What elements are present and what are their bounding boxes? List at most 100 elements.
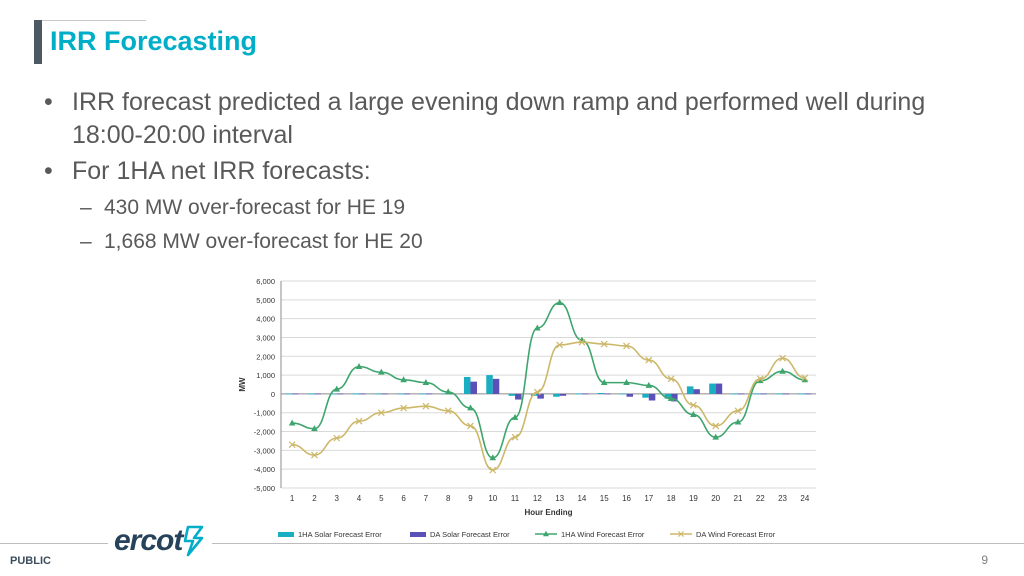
x-tick-label: 10	[488, 494, 497, 503]
bar-solar-1ha-1	[285, 393, 293, 395]
point-wind-da-19	[689, 401, 697, 409]
point-wind-da-20	[712, 422, 720, 430]
bar-layer	[285, 375, 812, 402]
x-tick-label: 2	[312, 494, 317, 503]
forecast-error-chart: 6,000 5,000 4,000 3,000 2,000 1,000 0 -1,000 -2,…	[238, 277, 816, 539]
bar-solar-da-23	[782, 393, 790, 395]
bar-solar-da-20	[715, 383, 723, 394]
point-wind-da-7	[422, 402, 430, 410]
slide-title: IRR Forecasting	[50, 26, 258, 56]
bar-solar-1ha-23	[776, 393, 783, 395]
point-wind-da-3	[333, 434, 341, 442]
point-wind-1ha-17	[645, 381, 653, 388]
bar-solar-1ha-18	[664, 393, 672, 399]
x-tick-label: 13	[555, 494, 564, 503]
footer-rule	[0, 543, 1024, 544]
bar-solar-1ha-12	[530, 393, 538, 396]
point-wind-1ha-24	[801, 376, 809, 383]
classification-label: PUBLIC	[10, 555, 51, 567]
bar-solar-1ha-9	[463, 376, 471, 394]
bar-solar-da-14	[581, 393, 589, 395]
grid-layer	[281, 280, 816, 489]
x-tick-label: 23	[778, 494, 787, 503]
point-wind-1ha-5	[378, 368, 385, 375]
bar-solar-1ha-20	[709, 383, 716, 394]
bar-solar-1ha-7	[419, 393, 426, 395]
x-tick-label: 8	[446, 494, 451, 503]
point-wind-1ha-6	[400, 376, 407, 383]
x-tick-label: 14	[577, 494, 586, 503]
point-wind-da-12	[533, 388, 541, 396]
x-tick-label: 11	[511, 494, 520, 503]
point-wind-da-11	[511, 433, 519, 441]
bar-solar-da-11	[515, 393, 522, 400]
point-wind-1ha-13	[556, 299, 563, 306]
point-wind-1ha-11	[511, 413, 519, 420]
bar-solar-1ha-3	[330, 393, 337, 395]
point-wind-da-1	[288, 441, 296, 449]
point-wind-1ha-8	[444, 388, 452, 395]
point-wind-1ha-20	[712, 433, 719, 440]
bar-solar-1ha-5	[374, 393, 382, 395]
x-tick-label: 20	[711, 494, 720, 503]
point-wind-1ha-2	[311, 425, 318, 432]
point-wind-da-4	[355, 417, 363, 425]
x-tick-label: 22	[756, 494, 765, 503]
y-tick-label: 6,000	[256, 277, 275, 286]
bullet-2: For 1HA net IRR forecasts:	[40, 155, 1000, 188]
bar-solar-da-2	[314, 393, 321, 395]
legend-label-1ha-wind-forecast-error: 1HA Wind Forecast Error	[561, 530, 645, 539]
legend-swatch-da-solar-forecast-error	[410, 532, 426, 537]
x-tick-label: 6	[401, 494, 406, 503]
ercot-logo: ercot	[108, 524, 213, 558]
point-wind-1ha-22	[756, 377, 764, 384]
point-wind-1ha-1	[288, 419, 296, 426]
point-wind-da-24	[801, 374, 809, 382]
legend-layer: 1HA Solar Forecast Error DA Solar Forecas…	[278, 530, 776, 539]
y-tick-label: -1,000	[254, 409, 275, 418]
sub-bullet-2: 1,668 MW over-forecast for HE 20	[40, 225, 1000, 259]
legend-swatch-1ha-solar-forecast-error	[278, 532, 294, 537]
bar-solar-1ha-21	[731, 393, 738, 395]
legend-marker-da-wind-forecast-error	[678, 531, 684, 537]
bar-solar-da-8	[448, 393, 455, 395]
point-wind-1ha-21	[734, 418, 742, 425]
bar-solar-da-19	[693, 389, 700, 394]
point-wind-da-10	[489, 466, 497, 474]
y-tick-label: 1,000	[256, 371, 275, 380]
y-tick-label: -3,000	[254, 446, 275, 455]
bar-solar-da-24	[804, 393, 812, 395]
bar-solar-1ha-16	[620, 393, 627, 395]
ercot-mark-icon	[184, 525, 204, 557]
point-wind-1ha-16	[623, 379, 630, 386]
point-wind-1ha-15	[600, 379, 608, 386]
x-tick-label: 21	[734, 494, 743, 503]
x-tick-label: 3	[335, 494, 340, 503]
point-wind-da-23	[779, 354, 786, 362]
point-wind-da-22	[756, 375, 764, 383]
x-tick-label: 4	[357, 494, 362, 503]
point-wind-da-8	[444, 407, 452, 415]
line-wind-da	[292, 341, 806, 471]
bar-solar-1ha-2	[307, 393, 315, 395]
logo-text: ercot	[114, 524, 183, 557]
y-tick-label: 4,000	[256, 315, 275, 324]
x-tick-label: 17	[644, 494, 653, 503]
bar-solar-da-12	[537, 393, 544, 399]
bar-solar-1ha-24	[798, 393, 805, 395]
x-tick-label: 24	[800, 494, 809, 503]
bar-solar-1ha-10	[486, 375, 493, 394]
point-wind-da-16	[623, 342, 630, 350]
bar-solar-da-6	[403, 393, 411, 395]
y-tick-label: -5,000	[254, 484, 275, 493]
legend-marker-1ha-wind-forecast-error	[543, 530, 549, 537]
bar-solar-1ha-4	[352, 393, 360, 395]
point-wind-1ha-23	[779, 367, 786, 374]
bar-solar-da-16	[626, 393, 634, 397]
bar-solar-da-10	[492, 378, 500, 394]
title-accent-bar	[34, 20, 42, 64]
y-axis-label: MW	[238, 377, 247, 392]
bar-solar-1ha-11	[508, 393, 516, 396]
point-wind-da-9	[467, 422, 474, 430]
x-tick-label: 15	[600, 494, 609, 503]
